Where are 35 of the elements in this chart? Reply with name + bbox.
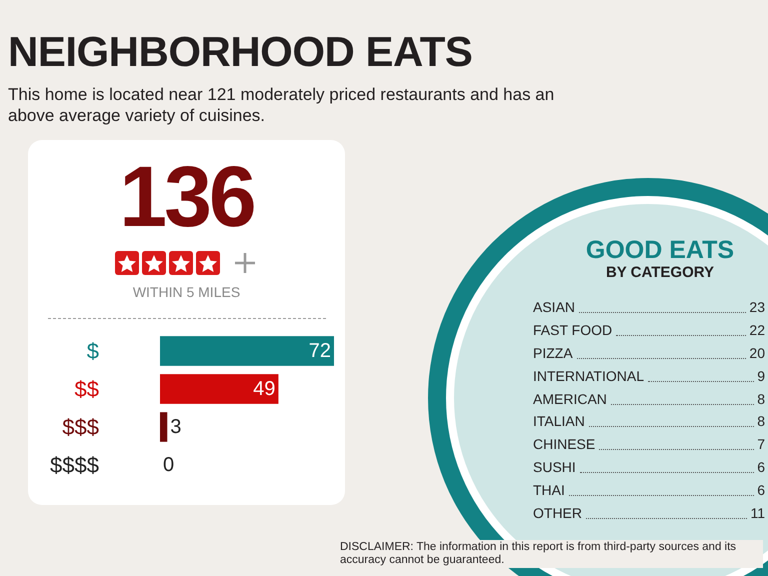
text: 22 bbox=[749, 322, 765, 338]
y-tick-label: $ bbox=[86, 338, 99, 364]
text: THAI bbox=[533, 482, 565, 498]
y-tick-label: $$$$ bbox=[50, 452, 99, 478]
y-tick-label: $$$ bbox=[62, 414, 99, 440]
text: BY CATEGORY bbox=[604, 264, 716, 281]
text: WITHIN 5 MILES bbox=[132, 284, 242, 300]
text: PIZZA bbox=[533, 344, 573, 361]
text: 23 bbox=[749, 299, 765, 316]
text: 20 bbox=[749, 344, 765, 361]
text: OTHER bbox=[533, 504, 582, 521]
text: 6 bbox=[757, 482, 765, 498]
data-label: 72 bbox=[308, 340, 331, 362]
text: GOOD EATS bbox=[584, 236, 736, 265]
text: FAST FOOD bbox=[533, 322, 612, 338]
chart-title: NEIGHBORHOOD EATS bbox=[8, 28, 472, 76]
text: 6 bbox=[757, 458, 765, 475]
y-tick-label: $$ bbox=[74, 376, 99, 402]
text: 136 bbox=[118, 148, 255, 247]
chart-subtitle: This home is located near 121 moderately priced restaurants and has an above average variety of cuisines. bbox=[8, 84, 556, 126]
text: INTERNATIONAL bbox=[533, 368, 644, 384]
text: 8 bbox=[757, 413, 765, 430]
data-label: 49 bbox=[253, 378, 276, 400]
text: 8 bbox=[757, 390, 765, 407]
text: ASIAN bbox=[533, 299, 576, 316]
text: DISCLAIMER: The information in this report is from third-party sources and its accuracy cannot be guaranteed. bbox=[337, 540, 763, 568]
text: CHINESE bbox=[533, 436, 596, 452]
data-label: 0 bbox=[163, 454, 174, 476]
text: 7 bbox=[757, 436, 765, 452]
text: AMERICAN bbox=[533, 390, 607, 407]
data-label: 3 bbox=[170, 416, 182, 438]
text: 11 bbox=[750, 504, 765, 521]
text: ITALIAN bbox=[533, 413, 585, 430]
text: 9 bbox=[757, 368, 765, 384]
text: SUSHI bbox=[533, 458, 576, 475]
